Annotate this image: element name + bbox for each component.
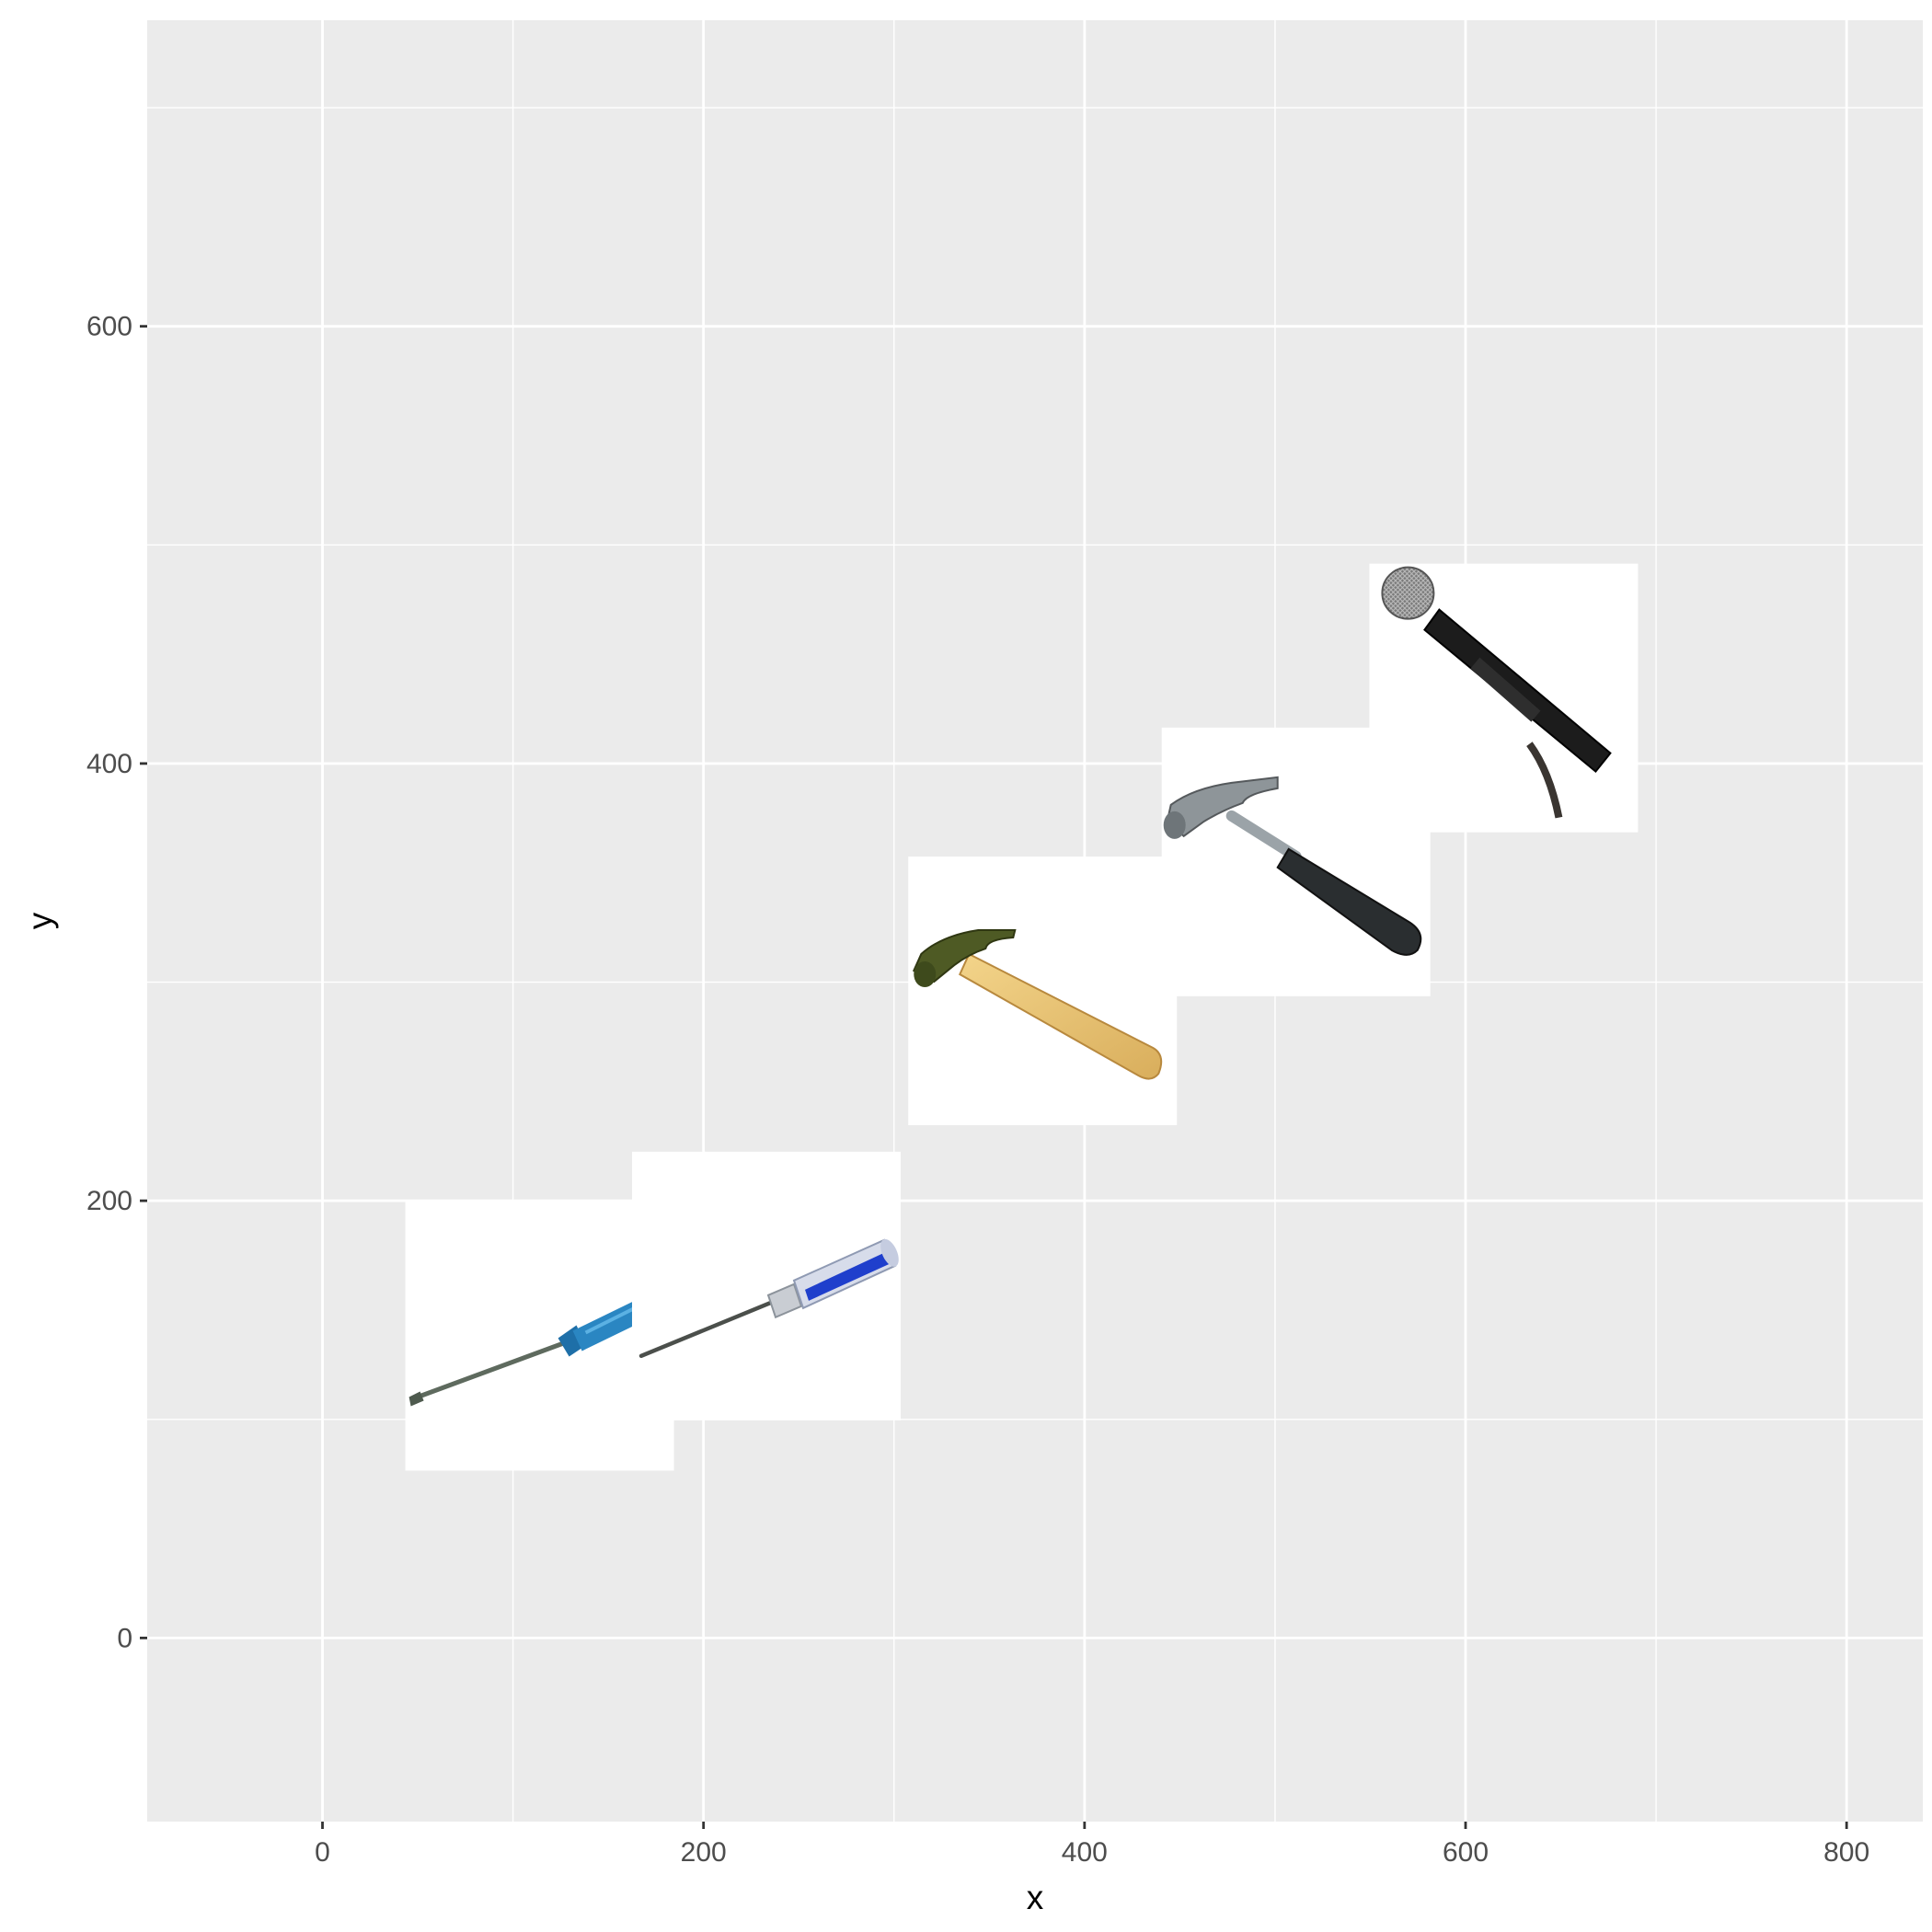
image-markers	[405, 563, 1639, 1471]
x-tick-label: 800	[1823, 1837, 1869, 1868]
y-tick-label: 600	[86, 312, 132, 342]
x-tick-label: 600	[1443, 1837, 1489, 1868]
y-tick-label: 0	[117, 1623, 132, 1653]
y-axis-title: y	[21, 912, 59, 929]
y-axis-ticks: 0 200 400 600	[86, 312, 147, 1653]
x-axis-ticks: 0 200 400 600 800	[315, 1822, 1869, 1868]
x-tick-label: 0	[315, 1837, 330, 1868]
marker-image-background	[632, 1151, 902, 1420]
phillips-screwdriver-icon	[638, 1238, 899, 1359]
y-tick-label: 200	[86, 1186, 132, 1216]
x-axis-title: x	[1027, 1879, 1044, 1916]
y-tick-label: 400	[86, 749, 132, 779]
x-tick-label: 400	[1062, 1837, 1108, 1868]
image-marker	[632, 1151, 902, 1420]
microphone-icon	[1381, 566, 1612, 819]
steel-hammer-icon	[1163, 776, 1422, 956]
x-tick-label: 200	[681, 1837, 727, 1868]
image-marker	[908, 857, 1178, 1126]
image-marker	[405, 1202, 674, 1471]
image-marker	[1369, 563, 1639, 833]
flat-screwdriver-icon	[408, 1297, 650, 1407]
marker-image-background	[405, 1202, 674, 1471]
wood-hammer-icon	[912, 929, 1163, 1080]
